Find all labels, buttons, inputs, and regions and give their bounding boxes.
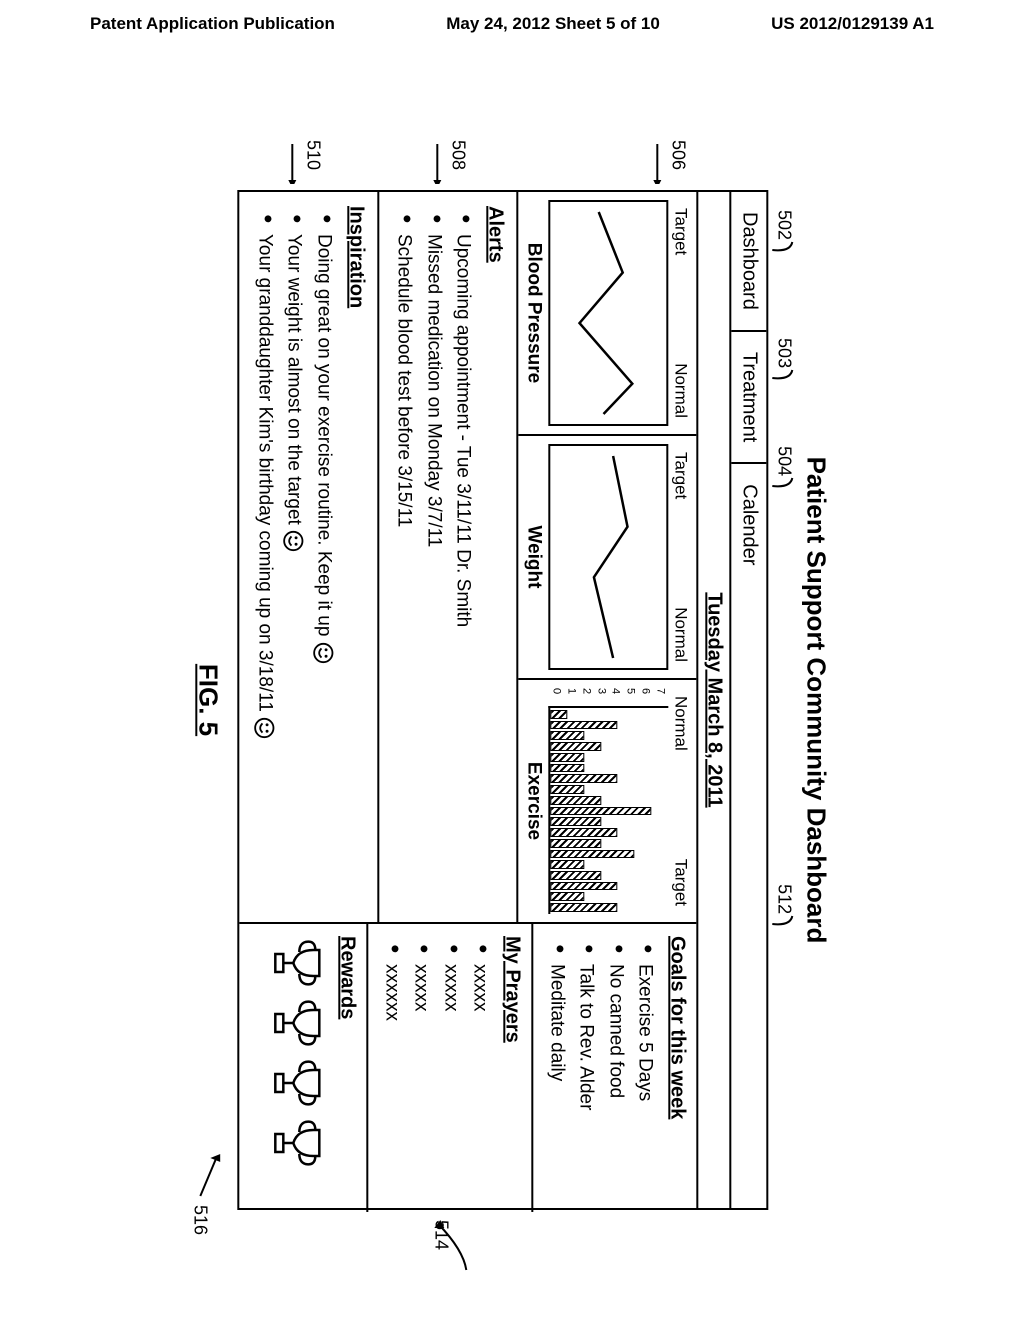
inspiration-item: Your weight is almost on the target: [279, 214, 308, 908]
goals-list: Exercise 5 DaysNo canned foodTalk to Rev…: [542, 936, 660, 1200]
prayer-item: xxxxx: [406, 944, 435, 1200]
bp-title: Blood Pressure: [522, 200, 544, 426]
header-left: Patent Application Publication: [90, 14, 335, 34]
bp-right-label: Normal: [670, 363, 690, 418]
tab-calendar[interactable]: Calender: [731, 464, 766, 1208]
alerts-section: Alerts Upcoming appointment - Tue 3/11/1…: [377, 192, 516, 922]
date-row: Tuesday March 8, 2011: [696, 192, 729, 1208]
ref-508: 508: [427, 140, 468, 184]
alerts-title: Alerts: [483, 206, 506, 908]
alert-item: Schedule blood test before 3/15/11: [389, 214, 418, 908]
rewards-section: Rewards: [259, 924, 367, 1212]
tab-dashboard[interactable]: Dashboard: [731, 192, 766, 332]
dashboard-frame: Dashboard Treatment Calender Tuesday Mar…: [238, 190, 769, 1210]
ref-510: 510: [282, 140, 323, 184]
ex-left-label: Normal: [670, 696, 690, 751]
goal-item: Talk to Rev. Alder: [571, 944, 600, 1200]
ex-right-label: Target: [670, 859, 690, 906]
inspiration-title: Inspiration: [344, 206, 367, 908]
bp-left-label: Target: [670, 208, 690, 255]
goal-item: No canned food: [600, 944, 629, 1200]
chart-exercise: Normal Target 01234567 Exercise: [518, 680, 696, 922]
prayers-title: My Prayers: [501, 936, 524, 1200]
prayer-item: xxxxxx: [377, 944, 406, 1200]
tab-treatment[interactable]: Treatment: [731, 332, 766, 464]
chart-weight: Target Normal Weight: [518, 436, 696, 680]
ref-516: 516: [189, 1150, 220, 1235]
prayers-section: My Prayers xxxxxxxxxxxxxxxxxxxxx: [367, 924, 532, 1212]
inspiration-section: Inspiration Doing great on your exercise…: [240, 192, 377, 922]
inspiration-item: Doing great on your exercise routine. Ke…: [309, 214, 338, 908]
trophies-row: [267, 936, 330, 1200]
ref-502: 502: [770, 210, 794, 258]
ref-row-top: 502 503 504 512: [770, 210, 794, 1250]
charts-row: Target Normal Blood Pressure Target Norm…: [516, 192, 696, 922]
trophy-icon: [271, 938, 326, 988]
trophy-icon: [271, 1058, 326, 1108]
inspiration-list: Doing great on your exercise routine. Ke…: [250, 206, 338, 908]
trophy-icon: [271, 1118, 326, 1168]
trophy-icon: [271, 998, 326, 1048]
ref-512: 512: [770, 884, 794, 932]
ref-506: 506: [647, 140, 688, 184]
header-center: May 24, 2012 Sheet 5 of 10: [446, 14, 660, 34]
prayer-item: xxxxx: [436, 944, 465, 1200]
prayers-list: xxxxxxxxxxxxxxxxxxxxx: [377, 936, 495, 1200]
ref-503: 503: [770, 338, 794, 386]
wt-right-label: Normal: [670, 607, 690, 662]
figure-wrap: Patient Support Community Dashboard 502 …: [193, 150, 832, 1250]
tab-row: Dashboard Treatment Calender: [729, 192, 766, 1208]
alerts-list: Upcoming appointment - Tue 3/11/11 Dr. S…: [389, 206, 477, 908]
prayer-item: xxxxx: [465, 944, 494, 1200]
goal-item: Exercise 5 Days: [630, 944, 659, 1200]
dashboard-title: Patient Support Community Dashboard: [800, 150, 831, 1250]
goal-item: Meditate daily: [542, 944, 571, 1200]
alert-item: Missed medication on Monday 3/7/11: [418, 214, 447, 908]
page-header: Patent Application Publication May 24, 2…: [0, 0, 1024, 42]
header-right: US 2012/0129139 A1: [771, 14, 934, 34]
ref-514: 514: [392, 1220, 468, 1280]
goals-title: Goals for this week: [665, 936, 688, 1200]
inspiration-item: Your granddaughter Kim's birthday coming…: [250, 214, 279, 908]
wt-left-label: Target: [670, 452, 690, 499]
right-column: Goals for this week Exercise 5 DaysNo ca…: [240, 922, 697, 1212]
left-column: Target Normal Blood Pressure Target Norm…: [240, 192, 697, 922]
wt-title: Weight: [522, 444, 544, 670]
goals-section: Goals for this week Exercise 5 DaysNo ca…: [532, 924, 697, 1212]
ref-504: 504: [770, 446, 794, 494]
alert-item: Upcoming appointment - Tue 3/11/11 Dr. S…: [448, 214, 477, 908]
chart-blood-pressure: Target Normal Blood Pressure: [518, 192, 696, 436]
figure-label: FIG. 5: [193, 190, 224, 1210]
rewards-title: Rewards: [336, 936, 359, 1200]
ex-title: Exercise: [522, 688, 544, 914]
